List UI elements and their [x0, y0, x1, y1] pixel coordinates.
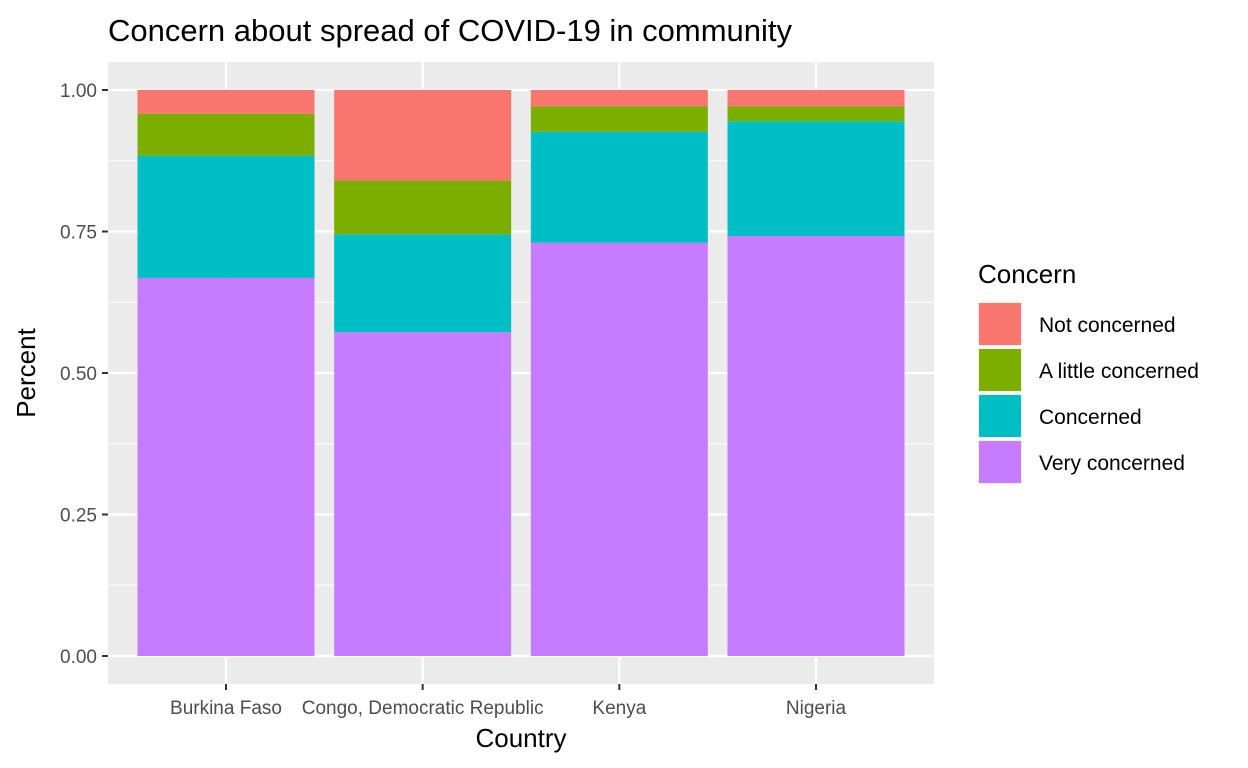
y-tick-label: 0.50: [60, 364, 97, 385]
bar-segment: [137, 113, 315, 156]
chart-title: Concern about spread of COVID-19 in comm…: [108, 13, 793, 48]
legend-label: Not concerned: [1039, 314, 1176, 337]
y-axis: 0.00 0.25 0.50 0.75 1.00: [60, 81, 108, 668]
bar-segment: [530, 242, 708, 656]
bar-segment: [727, 106, 905, 122]
x-axis-title: Country: [475, 723, 566, 753]
legend-swatch: [979, 395, 1021, 437]
legend-label: Very concerned: [1039, 452, 1185, 475]
y-tick-label: 0.00: [60, 647, 97, 668]
x-axis: Burkina Faso Congo, Democratic Republic Ke…: [170, 684, 847, 719]
y-tick-label: 1.00: [60, 81, 97, 102]
bar-segment: [334, 332, 512, 656]
x-tick-label: Congo, Democratic Republic: [302, 698, 544, 719]
legend-title: Concern: [978, 259, 1076, 289]
bar-segment: [727, 121, 905, 237]
legend-swatch: [979, 441, 1021, 483]
legend: Concern Not concerned A little concerned C…: [978, 259, 1199, 484]
y-tick-label: 0.75: [60, 223, 97, 244]
bar-segment: [137, 155, 315, 278]
bars: [137, 90, 905, 656]
y-axis-title: Percent: [11, 327, 41, 417]
bar-segment: [727, 236, 905, 656]
legend-swatch: [979, 349, 1021, 391]
x-tick-label: Burkina Faso: [170, 698, 282, 719]
legend-label: Concerned: [1039, 406, 1142, 429]
bar-segment: [334, 90, 512, 181]
bar-segment: [334, 234, 512, 333]
bar-segment: [334, 180, 512, 235]
x-tick-label: Nigeria: [786, 698, 847, 719]
bar-segment: [727, 90, 905, 107]
x-tick-label: Kenya: [592, 698, 646, 719]
bar-segment: [137, 277, 315, 656]
legend-label: A little concerned: [1039, 360, 1199, 383]
bar-segment: [137, 90, 315, 114]
bar-segment: [530, 131, 708, 243]
bar-segment: [530, 90, 708, 107]
legend-swatch: [979, 303, 1021, 345]
bar-segment: [530, 106, 708, 132]
y-tick-label: 0.25: [60, 506, 97, 527]
